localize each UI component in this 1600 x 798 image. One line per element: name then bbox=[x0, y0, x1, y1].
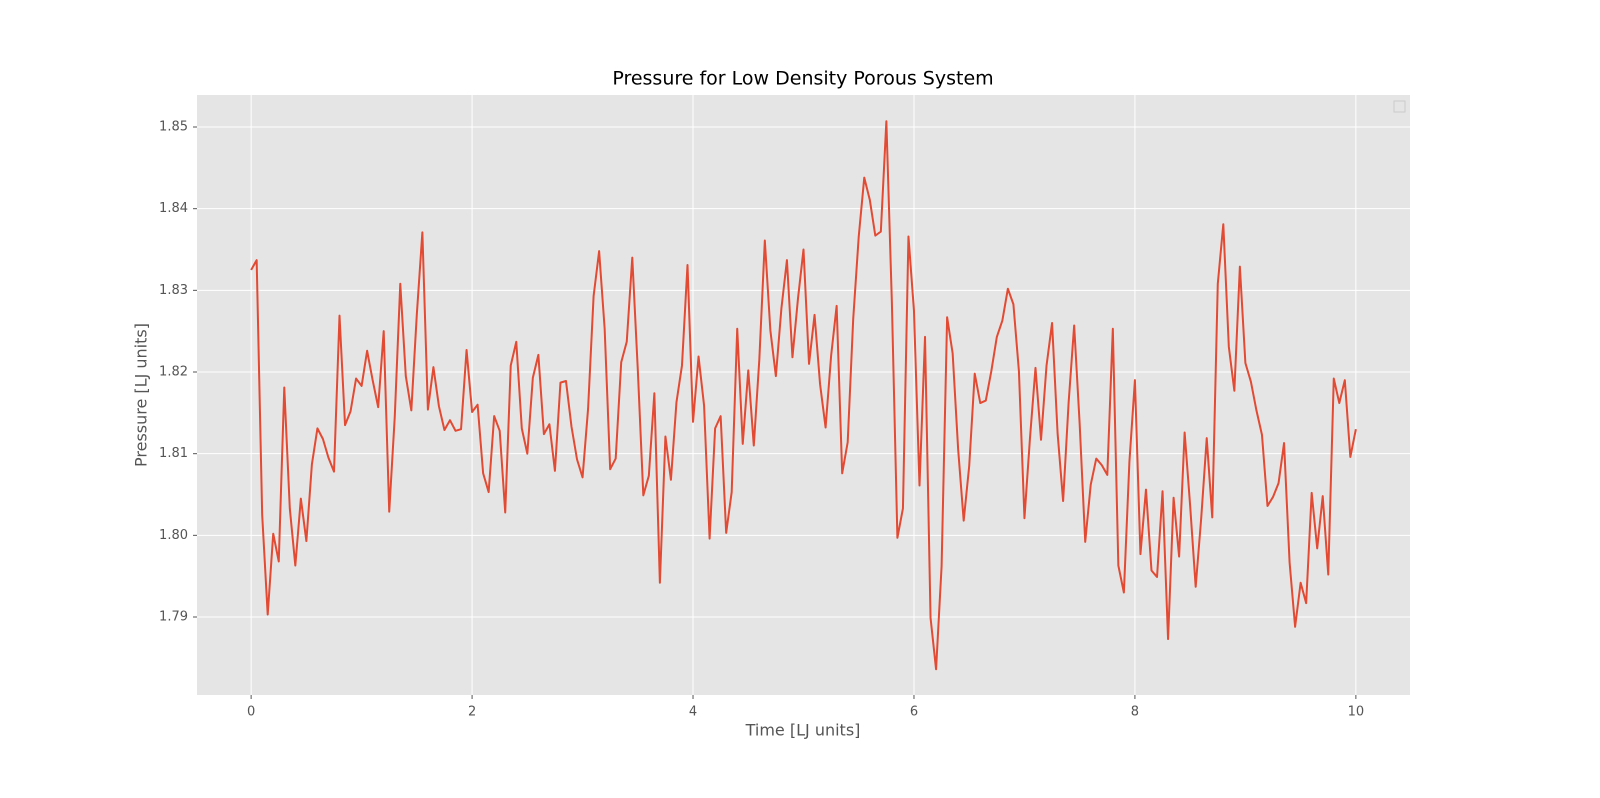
x-tick-label: 2 bbox=[468, 705, 476, 720]
x-tick-label: 8 bbox=[1131, 705, 1139, 720]
y-tick-label: 1.81 bbox=[159, 446, 188, 461]
y-tick-label: 1.84 bbox=[159, 201, 188, 216]
x-tick-label: 10 bbox=[1348, 705, 1365, 720]
x-axis-label: Time [LJ units] bbox=[745, 721, 861, 740]
y-axis-label: Pressure [LJ units] bbox=[132, 323, 151, 467]
legend bbox=[1393, 100, 1406, 113]
y-tick-label: 1.85 bbox=[159, 120, 188, 135]
y-tick-label: 1.82 bbox=[159, 365, 188, 380]
y-tick-label: 1.80 bbox=[159, 528, 188, 543]
line bbox=[250, 120, 1357, 671]
x-tick-label: 0 bbox=[247, 705, 255, 720]
x-tick-label: 6 bbox=[910, 705, 918, 720]
x-tick-label: 4 bbox=[689, 705, 697, 720]
chart-title: Pressure for Low Density Porous System bbox=[612, 68, 993, 90]
plot-area bbox=[197, 95, 1410, 695]
y-tick-label: 1.79 bbox=[159, 610, 188, 625]
y-tick-label: 1.83 bbox=[159, 283, 188, 298]
